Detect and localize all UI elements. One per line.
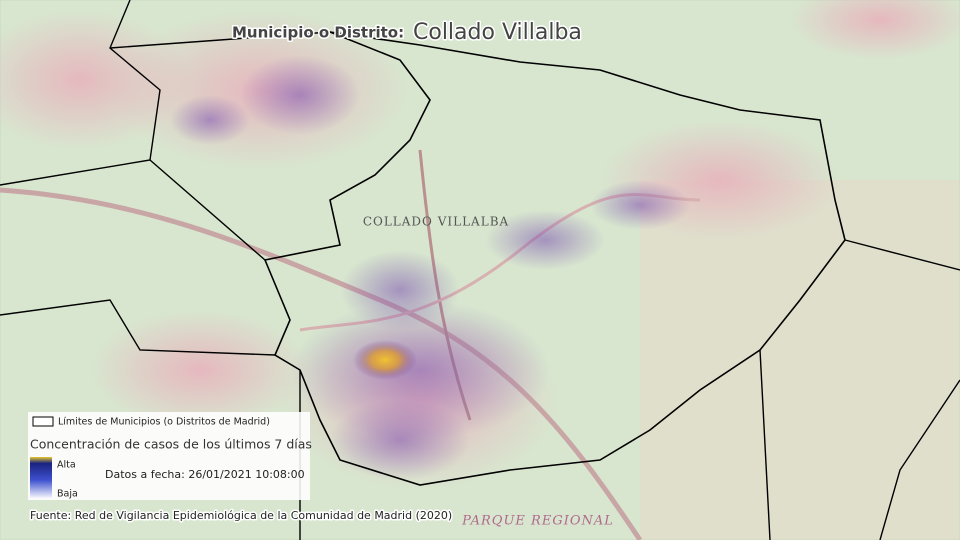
header-label: Municipio o Distrito: [232,24,404,42]
legend-scale [30,457,52,499]
boundary [149,159,266,261]
heat-area [330,400,470,480]
boundary [109,31,331,49]
boundary [0,299,276,356]
heat-area [290,300,550,440]
legend-boundary-label: Límites de Municipios (o Distritos de Ma… [58,417,270,428]
urban-area [790,0,960,60]
heat-peak [353,340,417,380]
heat-area [340,250,460,330]
map-label: PARQUE REGIONAL [461,514,614,529]
mountain-area [640,180,960,540]
heat-area [170,95,250,145]
heat-area [590,180,690,230]
header-name: Collado Villalba [413,20,582,45]
legend-date: Datos a fecha: 26/01/2021 10:08:00 [105,468,305,481]
municipality-boundary [263,31,846,486]
boundary [759,349,771,540]
legend-box [28,412,310,500]
legend-boundary-symbol [32,416,54,427]
map-label: COLLADO VILLALBA [363,215,509,229]
boundary [844,239,960,271]
boundary [879,379,960,540]
legend-title: Concentración de casos de los últimos 7 … [30,437,312,452]
source: Fuente: Red de Vigilancia Epidemiológica… [30,509,452,522]
legend-low: Baja [57,489,78,500]
legend-high: Alta [57,460,76,471]
boundary [0,0,161,186]
heat-area [240,55,360,135]
urban-area [90,310,310,430]
heat-area [485,210,605,270]
